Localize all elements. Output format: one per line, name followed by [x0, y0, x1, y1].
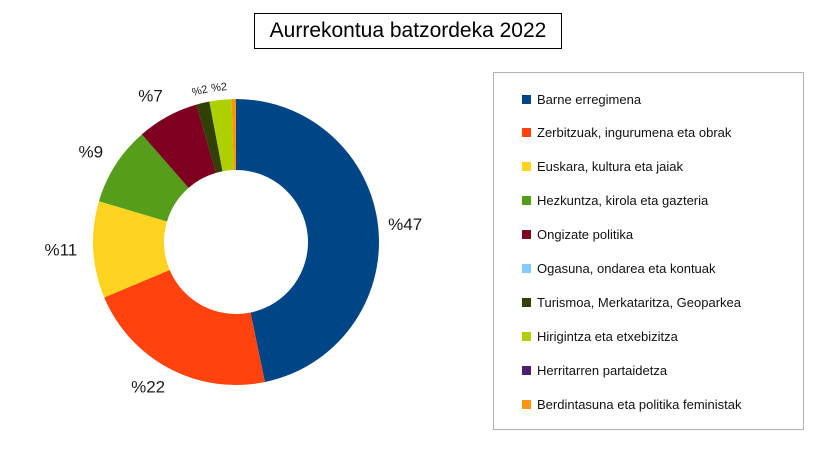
legend-item: Hirigintza eta etxebizitza — [522, 327, 678, 345]
slice-label-3: %9 — [79, 142, 104, 161]
slice-label-0: %47 — [388, 215, 422, 234]
legend-item: Zerbitzuak, ingurumena eta obrak — [522, 124, 731, 142]
legend-label: Hezkuntza, kirola eta gazteria — [537, 193, 709, 209]
slice-label-1: %22 — [131, 377, 165, 396]
legend-item: Herritarren partaidetza — [522, 361, 667, 379]
legend-swatch — [522, 399, 531, 409]
legend-item: Euskara, kultura eta jaiak — [522, 158, 683, 176]
slice-label-4: %7 — [138, 87, 163, 106]
slice-1 — [104, 269, 265, 385]
legend-swatch — [522, 162, 531, 172]
legend-item: Ongizate politika — [522, 226, 633, 244]
legend-label: Hirigintza eta etxebizitza — [537, 328, 678, 344]
slice-9 — [231, 99, 236, 171]
slice-3 — [98, 134, 189, 222]
slice-2 — [92, 201, 170, 298]
legend-label: Turismoa, Merkataritza, Geoparkea — [537, 294, 741, 310]
slice-label-7: %2 — [211, 81, 228, 95]
slice-4 — [141, 104, 217, 188]
legend-label: Berdintasuna eta politika feministak — [537, 396, 742, 412]
slice-0 — [236, 99, 379, 383]
legend-label: Ogasuna, ondarea eta kontuak — [537, 261, 716, 276]
legend-swatch — [522, 128, 531, 138]
legend-swatch — [522, 365, 531, 375]
slice-7 — [209, 99, 234, 172]
legend-item: Hezkuntza, kirola eta gazteria — [522, 192, 708, 210]
legend-item: Berdintasuna eta politika feministak — [522, 395, 742, 413]
legend-item: Barne erregimena — [522, 90, 641, 108]
legend-label: Euskara, kultura eta jaiak — [537, 159, 683, 175]
legend-swatch — [522, 230, 531, 240]
slice-6 — [196, 101, 223, 173]
legend-item: Turismoa, Merkataritza, Geoparkea — [522, 293, 741, 311]
legend-swatch — [522, 331, 531, 341]
legend-swatch — [522, 264, 531, 273]
legend-label: Ongizate politika — [537, 227, 634, 243]
chart-legend: Barne erregimena Zerbitzuak, ingurumena e… — [493, 72, 804, 430]
legend-swatch — [522, 297, 531, 307]
legend-swatch — [522, 94, 531, 104]
legend-label: Barne erregimena — [537, 91, 642, 107]
legend-label: Herritarren partaidetza — [537, 362, 668, 378]
chart-title: Aurrekontua batzordeka 2022 — [254, 13, 562, 49]
legend-item: Ogasuna, ondarea eta kontuak — [522, 260, 716, 278]
slice-label-2: %11 — [44, 241, 77, 260]
legend-label: Zerbitzuak, ingurumena eta obrak — [537, 125, 732, 141]
legend-swatch — [522, 196, 531, 206]
donut-slices — [92, 99, 379, 385]
slice-label-6: %2 — [191, 83, 209, 98]
slice-labels: %47 %22 %11 %9 %7 %2 %2 — [44, 81, 422, 396]
